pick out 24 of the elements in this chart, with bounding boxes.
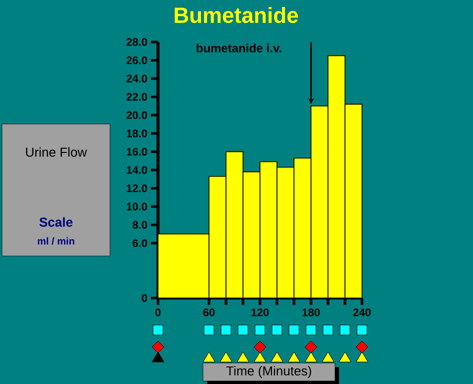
y-tick-label: 20.0 (126, 111, 148, 120)
x-axis-title: Time (Minutes) (226, 366, 312, 378)
x-tick-label: 240 (353, 308, 371, 316)
text: Scale (39, 217, 72, 227)
y-tick-label: 26.0 (126, 56, 148, 64)
y-tick-label: 22.0 (126, 92, 148, 101)
y-tick-label: 18.0 (126, 130, 148, 138)
y-tick-label: 10.0 (126, 202, 148, 210)
chart-title: Bumetanide (174, 6, 298, 24)
y-tick-label: 28.0 (126, 38, 148, 46)
y-axis-title: Urine Flow (26, 147, 87, 157)
x-tick-label: 0 (155, 308, 161, 316)
x-tick-label: 60 (203, 308, 215, 316)
x-tick-label: 180 (302, 308, 320, 316)
y-tick-label: 6.0 (132, 239, 148, 248)
y-tick-label: 14.0 (126, 166, 148, 174)
text: ml / min (38, 237, 74, 245)
annotation: bumetanide i.v. (196, 44, 282, 52)
y-tick-label: 0 (142, 294, 148, 302)
y-tick-label: 12.0 (126, 184, 148, 192)
y-tick-label: 16.0 (126, 148, 148, 156)
y-tick-label: 8.0 (132, 220, 148, 229)
x-tick-label: 120 (252, 308, 269, 316)
y-tick-label: 24.0 (126, 74, 148, 82)
